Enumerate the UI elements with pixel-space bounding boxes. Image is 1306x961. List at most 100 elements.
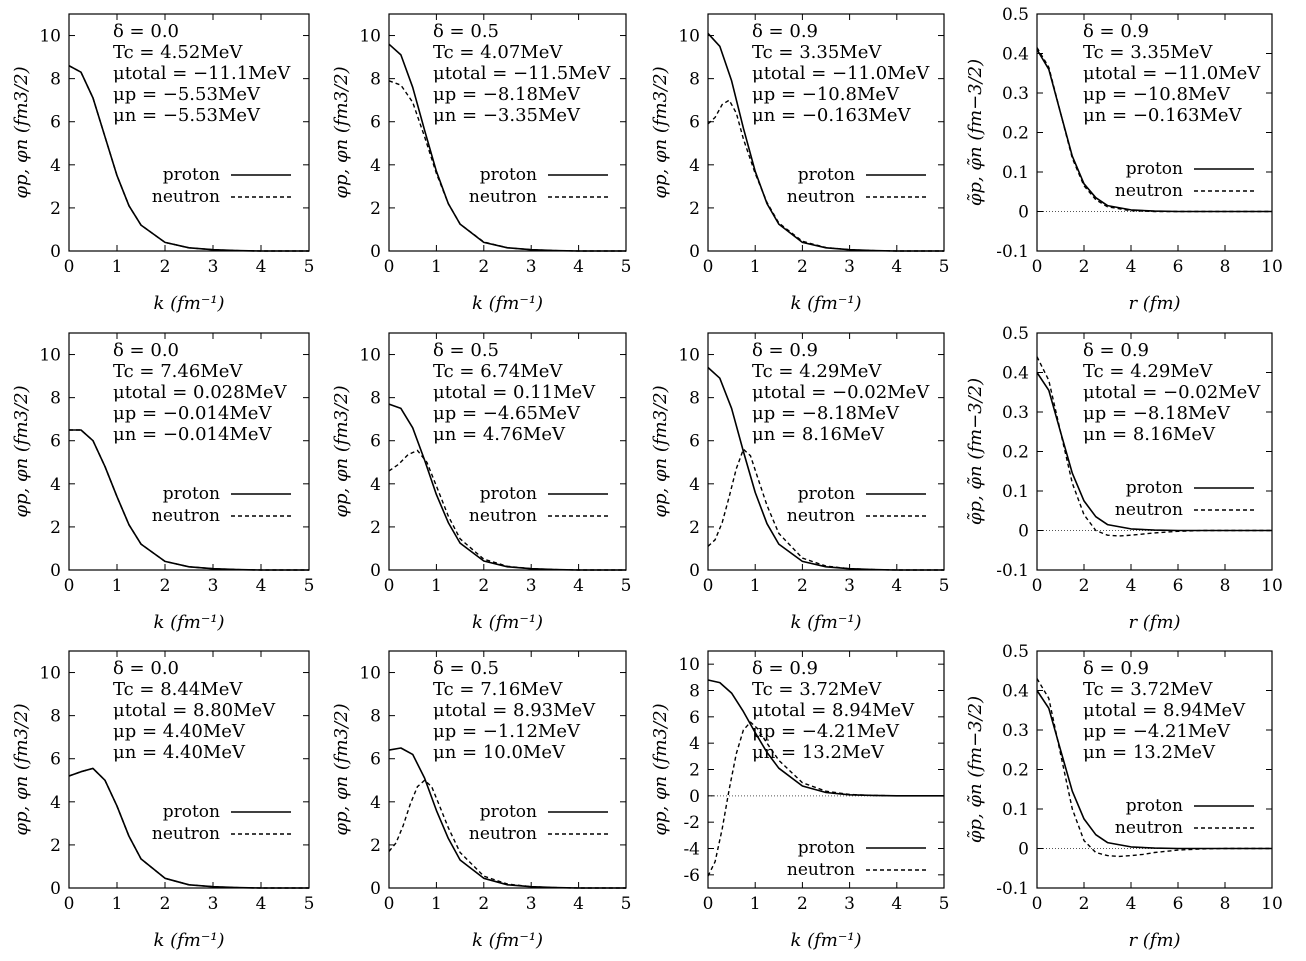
y-tick-label: -2 [683, 813, 700, 833]
series-proton-line [707, 679, 944, 797]
y-tick-label: 0.2 [1002, 443, 1029, 463]
legend-label-neutron: neutron [469, 506, 537, 526]
x-tick-label: 0 [64, 257, 75, 277]
y-tick-label: 0 [50, 561, 61, 581]
x-tick-label: 0 [384, 257, 395, 277]
y-tick-label: 4 [370, 475, 381, 495]
annotation-line: Tc = 4.29MeV [1083, 361, 1213, 382]
x-tick-label: 5 [304, 257, 315, 277]
x-tick-label: 5 [304, 576, 315, 596]
legend-label-neutron: neutron [787, 506, 855, 526]
panel-6: 0 1 2 3 4 5 0 2 4 6 8 10 k (fm⁻¹) φp, φn (fm3/2) δ = 0… [331, 332, 631, 633]
y-tick-label: -0.1 [996, 242, 1029, 262]
x-tick-label: 4 [573, 894, 584, 914]
series-neutron-line [1036, 678, 1272, 858]
annotation-line: Tc = 3.35MeV [1083, 42, 1213, 63]
legend-label-proton: proton [480, 802, 537, 822]
annotation-line: μp = −8.18MeV [433, 84, 581, 105]
annotation-line: δ = 0.9 [1083, 21, 1149, 42]
x-tick-label: 6 [1173, 576, 1184, 596]
annotation-line: μtotal = −0.02MeV [1083, 382, 1261, 403]
panel-3: 0 1 2 3 4 5 0 2 4 6 8 10 k (fm⁻¹) φp, φn (fm3/2) δ = 0… [650, 13, 950, 314]
y-tick-label: 2 [689, 518, 700, 538]
annotation-line: μn = 13.2MeV [1083, 742, 1216, 763]
x-tick-label: 2 [1079, 257, 1090, 277]
annotation-line: μtotal = 8.80MeV [113, 700, 276, 721]
x-tick-label: 6 [1173, 894, 1184, 914]
x-tick-label: 10 [1261, 257, 1283, 277]
y-tick-label: 10 [359, 346, 381, 366]
y-tick-label: 0 [370, 879, 381, 899]
y-tick-label: 10 [39, 664, 61, 684]
panel-9: 0 1 2 3 4 5 0 2 4 6 8 10 k (fm⁻¹) φp, φn (fm3/2) δ = 0… [11, 650, 315, 951]
legend-label-neutron: neutron [152, 506, 220, 526]
y-axis-label: φp, φn (fm3/2) [331, 385, 352, 517]
x-tick-label: 1 [750, 576, 761, 596]
x-tick-label: 5 [939, 257, 950, 277]
x-tick-label: 3 [208, 257, 219, 277]
panel-11: 0 1 2 3 4 5 -6 -4 -2 0 2 4 6 8 10 k (fm⁻¹) φp, φn (fm3/2… [650, 650, 949, 951]
y-axis-label: φp, φn (fm3/2) [650, 703, 671, 835]
legend-label-neutron: neutron [152, 824, 220, 844]
x-tick-label: 8 [1220, 257, 1231, 277]
x-tick-label: 0 [1032, 576, 1043, 596]
annotation-line: μp = −8.18MeV [752, 403, 900, 424]
y-tick-label: 4 [689, 734, 700, 754]
annotation-line: μtotal = −11.5MeV [433, 63, 611, 84]
y-axis-label: φp, φn (fm3/2) [650, 385, 671, 517]
annotation-line: δ = 0.5 [433, 340, 499, 361]
series-neutron-line [1036, 356, 1272, 537]
y-tick-label: 0.5 [1002, 324, 1029, 344]
y-tick-label: 0 [50, 242, 61, 262]
legend-label-proton: proton [1126, 478, 1183, 498]
x-tick-label: 6 [1173, 257, 1184, 277]
x-tick-label: 0 [64, 894, 75, 914]
x-tick-label: 0 [703, 576, 714, 596]
y-tick-label: 10 [359, 27, 381, 47]
annotation-line: μtotal = −11.1MeV [113, 63, 291, 84]
x-tick-label: 3 [844, 894, 855, 914]
y-axis-label: φ̃p, φ̃n (fm−3/2) [965, 696, 986, 843]
x-tick-label: 5 [304, 894, 315, 914]
annotation-line: Tc = 7.16MeV [433, 679, 563, 700]
annotation-line: μtotal = −11.0MeV [1083, 63, 1261, 84]
y-tick-label: 0 [1018, 203, 1029, 223]
legend-label-neutron: neutron [152, 187, 220, 207]
panel-8: 0 2 4 6 8 10-0.100.10.20.30.40.5r (fm)φ̃p, φ̃… [965, 324, 1283, 633]
y-tick-label: 4 [50, 793, 61, 813]
x-axis-label: k (fm⁻¹) [153, 930, 224, 951]
x-tick-label: 0 [1032, 894, 1043, 914]
x-tick-label: 4 [256, 894, 267, 914]
panel-7: 0 1 2 3 4 5 0 2 4 6 8 10 k (fm⁻¹) φp, φn (fm3/2) δ = 0… [650, 332, 949, 633]
x-tick-label: 2 [1079, 576, 1090, 596]
legend-label-proton: proton [163, 802, 220, 822]
x-axis-label: k (fm⁻¹) [472, 930, 543, 951]
x-tick-label: 2 [478, 257, 489, 277]
legend-label-proton: proton [480, 484, 537, 504]
x-tick-label: 2 [797, 257, 808, 277]
plot-frame [68, 650, 310, 889]
legend-label-neutron: neutron [787, 187, 855, 207]
y-tick-label: 0.3 [1002, 721, 1029, 741]
y-tick-label: 6 [689, 432, 700, 452]
y-axis-label: φp, φn (fm3/2) [331, 703, 352, 835]
annotation-line: μtotal = 0.11MeV [433, 382, 596, 403]
annotation-line: μp = −1.12MeV [433, 721, 581, 742]
y-tick-label: 4 [689, 156, 700, 176]
annotation-line: Tc = 4.52MeV [113, 42, 243, 63]
y-tick-label: 10 [39, 27, 61, 47]
annotation-line: μp = −0.014MeV [113, 403, 272, 424]
annotation-line: Tc = 4.29MeV [752, 361, 882, 382]
legend-label-neutron: neutron [1115, 500, 1183, 520]
y-tick-label: 0.4 [1002, 45, 1029, 65]
y-tick-label: 6 [370, 750, 381, 770]
annotation-line: μn = −0.163MeV [752, 105, 912, 126]
x-tick-label: 1 [112, 576, 123, 596]
series-proton-line [1036, 49, 1272, 213]
x-tick-label: 2 [160, 257, 171, 277]
x-tick-label: 1 [750, 894, 761, 914]
x-tick-label: 2 [797, 576, 808, 596]
x-tick-label: 0 [384, 576, 395, 596]
legend-label-proton: proton [1126, 796, 1183, 816]
y-tick-label: 0 [689, 242, 700, 262]
